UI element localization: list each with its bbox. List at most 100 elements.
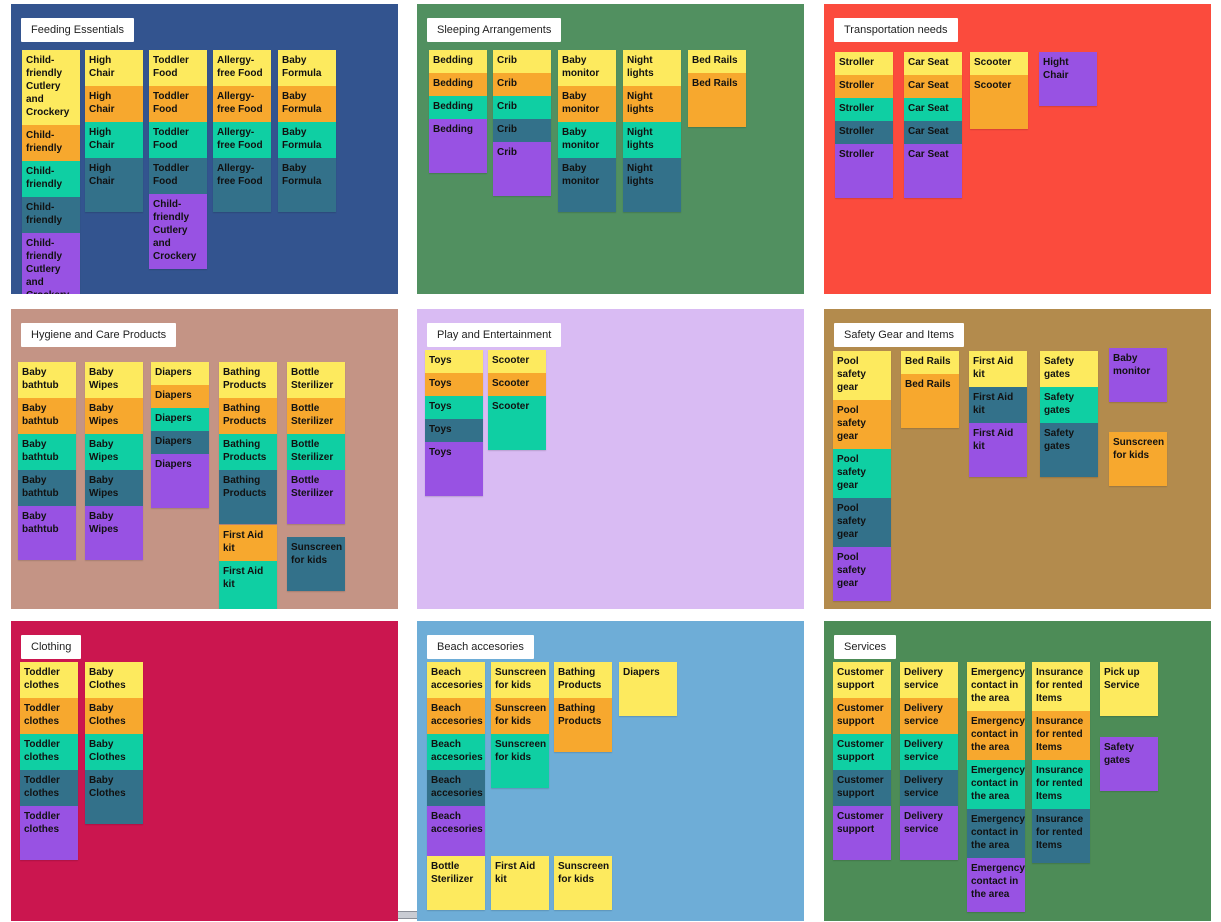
sticky-note[interactable]: Car Seat xyxy=(904,75,962,98)
sticky-note[interactable]: Diapers xyxy=(151,362,209,385)
sticky-note[interactable]: High Chair xyxy=(85,122,143,158)
sticky-note[interactable]: Sunscreen for kids xyxy=(491,734,549,788)
sticky-note[interactable]: Toddler clothes xyxy=(20,698,78,734)
sticky-note[interactable]: Scooter xyxy=(488,373,546,396)
sticky-note[interactable]: Scooter xyxy=(488,396,546,450)
sticky-note[interactable]: First Aid kit xyxy=(219,561,277,609)
sticky-note[interactable]: Bedding xyxy=(429,96,487,119)
sticky-note[interactable]: Baby Wipes xyxy=(85,434,143,470)
sticky-note[interactable]: Beach accesories xyxy=(427,770,485,806)
sticky-note[interactable]: Diapers xyxy=(151,385,209,408)
sticky-note[interactable]: Emergency contact in the area xyxy=(967,662,1025,711)
sticky-note[interactable]: Pool safety gear xyxy=(833,547,891,601)
sticky-note[interactable]: Child-friendly xyxy=(22,125,80,161)
sticky-note[interactable]: Crib xyxy=(493,142,551,196)
sticky-note[interactable]: Diapers xyxy=(619,662,677,716)
sticky-note[interactable]: Delivery service xyxy=(900,698,958,734)
sticky-note[interactable]: Baby monitor xyxy=(558,158,616,212)
sticky-note[interactable]: Sunscreen for kids xyxy=(491,662,549,698)
board-title[interactable]: Beach accesories xyxy=(427,635,534,659)
sticky-note[interactable]: Bed Rails xyxy=(901,351,959,374)
sticky-note[interactable]: Allergy-free Food xyxy=(213,50,271,86)
sticky-note[interactable]: Toddler Food xyxy=(149,122,207,158)
sticky-note[interactable]: Customer support xyxy=(833,698,891,734)
sticky-note[interactable]: Child-friendly xyxy=(22,197,80,233)
sticky-note[interactable]: Sunscreen for kids xyxy=(554,856,612,910)
sticky-note[interactable]: Scooter xyxy=(970,75,1028,129)
sticky-note[interactable]: Beach accesories xyxy=(427,734,485,770)
board-title[interactable]: Safety Gear and Items xyxy=(834,323,965,347)
sticky-note[interactable]: Toddler clothes xyxy=(20,770,78,806)
sticky-note[interactable]: First Aid kit xyxy=(219,525,277,561)
sticky-note[interactable]: Sunscreen for kids xyxy=(287,537,345,591)
sticky-note[interactable]: First Aid kit xyxy=(969,387,1027,423)
sticky-note[interactable]: Customer support xyxy=(833,662,891,698)
sticky-note[interactable]: Bathing Products xyxy=(219,434,277,470)
sticky-note[interactable]: Customer support xyxy=(833,806,891,860)
sticky-note[interactable]: Insurance for rented Items xyxy=(1032,662,1090,711)
sticky-note[interactable]: First Aid kit xyxy=(969,423,1027,477)
sticky-note[interactable]: Insurance for rented Items xyxy=(1032,760,1090,809)
sticky-note[interactable]: Child-friendly Cutlery and Crockery xyxy=(149,194,207,269)
sticky-note[interactable]: Allergy-free Food xyxy=(213,86,271,122)
sticky-note[interactable]: High Chair xyxy=(85,158,143,212)
sticky-note[interactable]: Crib xyxy=(493,96,551,119)
sticky-note[interactable]: Toys xyxy=(425,419,483,442)
sticky-note[interactable]: Customer support xyxy=(833,734,891,770)
sticky-note[interactable]: Emergency contact in the area xyxy=(967,760,1025,809)
sticky-note[interactable]: Diapers xyxy=(151,454,209,508)
sticky-note[interactable]: Baby Wipes xyxy=(85,470,143,506)
sticky-note[interactable]: Child-friendly Cutlery and Crockery xyxy=(22,233,80,294)
sticky-note[interactable]: Bedding xyxy=(429,50,487,73)
sticky-note[interactable]: First Aid kit xyxy=(491,856,549,910)
sticky-note[interactable]: Baby monitor xyxy=(558,50,616,86)
sticky-note[interactable]: Baby monitor xyxy=(1109,348,1167,402)
sticky-note[interactable]: Crib xyxy=(493,73,551,96)
sticky-note[interactable]: Bed Rails xyxy=(688,73,746,127)
sticky-note[interactable]: High Chair xyxy=(85,86,143,122)
sticky-note[interactable]: Stroller xyxy=(835,75,893,98)
sticky-note[interactable]: Stroller xyxy=(835,52,893,75)
sticky-note[interactable]: Stroller xyxy=(835,121,893,144)
sticky-note[interactable]: Safety gates xyxy=(1040,423,1098,477)
sticky-note[interactable]: Toys xyxy=(425,396,483,419)
board-title[interactable]: Hygiene and Care Products xyxy=(21,323,177,347)
sticky-note[interactable]: Emergency contact in the area xyxy=(967,711,1025,760)
sticky-note[interactable]: Scooter xyxy=(488,350,546,373)
sticky-note[interactable]: Insurance for rented Items xyxy=(1032,809,1090,863)
sticky-note[interactable]: Scooter xyxy=(970,52,1028,75)
sticky-note[interactable]: Emergency contact in the area xyxy=(967,809,1025,858)
sticky-note[interactable]: Crib xyxy=(493,119,551,142)
sticky-note[interactable]: Bedding xyxy=(429,119,487,173)
sticky-note[interactable]: Delivery service xyxy=(900,806,958,860)
sticky-note[interactable]: Beach accesories xyxy=(427,698,485,734)
sticky-note[interactable]: Child-friendly xyxy=(22,161,80,197)
sticky-note[interactable]: Diapers xyxy=(151,431,209,454)
sticky-note[interactable]: Diapers xyxy=(151,408,209,431)
sticky-note[interactable]: Pool safety gear xyxy=(833,449,891,498)
sticky-note[interactable]: Safety gates xyxy=(1040,351,1098,387)
sticky-note[interactable]: Night lights xyxy=(623,122,681,158)
sticky-note[interactable]: Insurance for rented Items xyxy=(1032,711,1090,760)
sticky-note[interactable]: Toddler Food xyxy=(149,86,207,122)
sticky-note[interactable]: Crib xyxy=(493,50,551,73)
sticky-note[interactable]: Baby Wipes xyxy=(85,398,143,434)
sticky-note[interactable]: Baby Wipes xyxy=(85,506,143,560)
sticky-note[interactable]: Beach accesories xyxy=(427,806,485,860)
sticky-note[interactable]: Baby Wipes xyxy=(85,362,143,398)
sticky-note[interactable]: Bathing Products xyxy=(554,698,612,752)
sticky-note[interactable]: Baby bathtub xyxy=(18,434,76,470)
sticky-note[interactable]: Bed Rails xyxy=(688,50,746,73)
sticky-note[interactable]: Bed Rails xyxy=(901,374,959,428)
sticky-note[interactable]: Emergency contact in the area xyxy=(967,858,1025,912)
sticky-note[interactable]: Baby Formula xyxy=(278,86,336,122)
sticky-note[interactable]: Customer support xyxy=(833,770,891,806)
sticky-note[interactable]: Toys xyxy=(425,350,483,373)
sticky-note[interactable]: Pool safety gear xyxy=(833,351,891,400)
sticky-note[interactable]: Hight Chair xyxy=(1039,52,1097,106)
sticky-note[interactable]: Safety gates xyxy=(1100,737,1158,791)
sticky-note[interactable]: Safety gates xyxy=(1040,387,1098,423)
sticky-note[interactable]: Toddler clothes xyxy=(20,806,78,860)
sticky-note[interactable]: Baby monitor xyxy=(558,86,616,122)
sticky-note[interactable]: Baby Formula xyxy=(278,50,336,86)
